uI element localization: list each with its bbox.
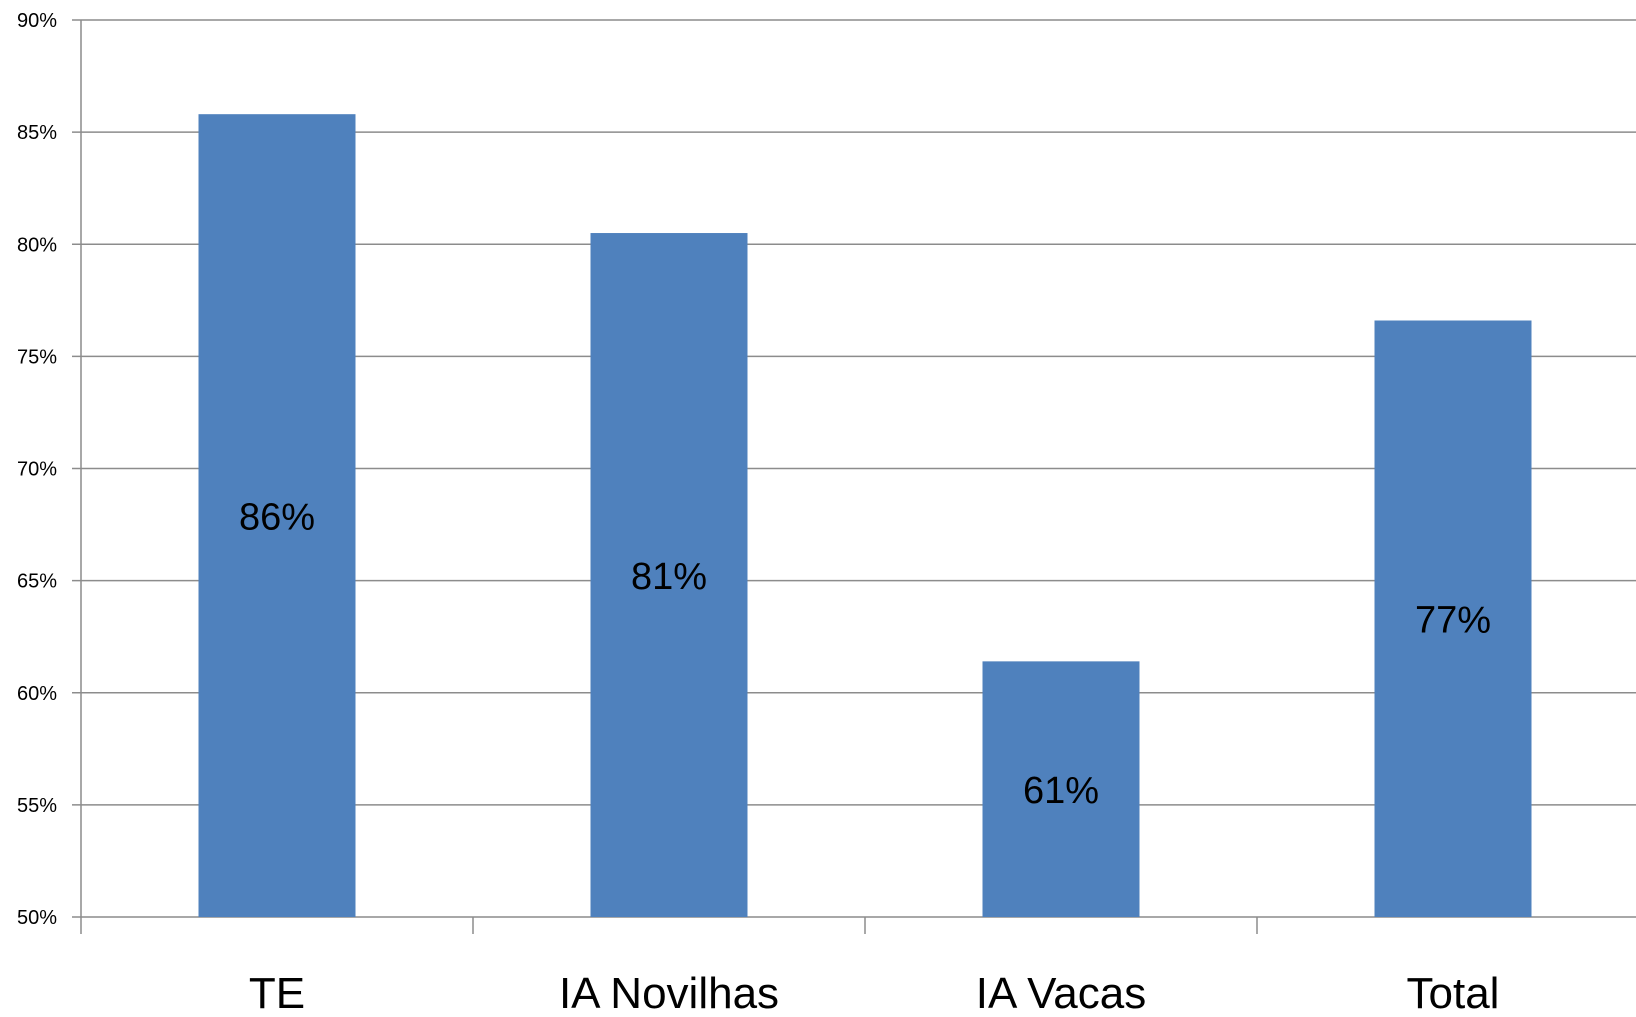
y-tick-label: 65% (17, 571, 57, 593)
bar (590, 233, 748, 918)
x-axis-categories: TE IA Novilhas IA Vacas Total (249, 969, 1500, 1017)
bar (1374, 320, 1532, 917)
bar-value-label: 61% (1023, 770, 1099, 812)
y-tick-label: 50% (17, 907, 57, 929)
bar-value-label: 81% (631, 556, 707, 598)
bar (198, 114, 356, 917)
category-label: IA Vacas (976, 969, 1146, 1017)
bar-value-label: 86% (239, 497, 315, 539)
bars (198, 114, 1532, 918)
y-tick-label: 85% (17, 122, 57, 144)
bar (982, 661, 1140, 917)
y-tick-label: 70% (17, 459, 57, 481)
y-tick-label: 90% (17, 10, 57, 32)
y-tick-label: 80% (17, 234, 57, 256)
category-label: TE (249, 969, 305, 1017)
y-tick-label: 55% (17, 795, 57, 817)
y-axis-ticks: 50% 55% 60% 65% 70% 75% 80% 85% 90% (17, 10, 81, 929)
y-tick-label: 60% (17, 683, 57, 705)
category-label: Total (1407, 969, 1500, 1017)
y-tick-label: 75% (17, 346, 57, 368)
bar-value-label: 77% (1415, 600, 1491, 642)
category-label: IA Novilhas (559, 969, 779, 1017)
data-labels: 86% 81% 61% 77% (239, 497, 1491, 813)
